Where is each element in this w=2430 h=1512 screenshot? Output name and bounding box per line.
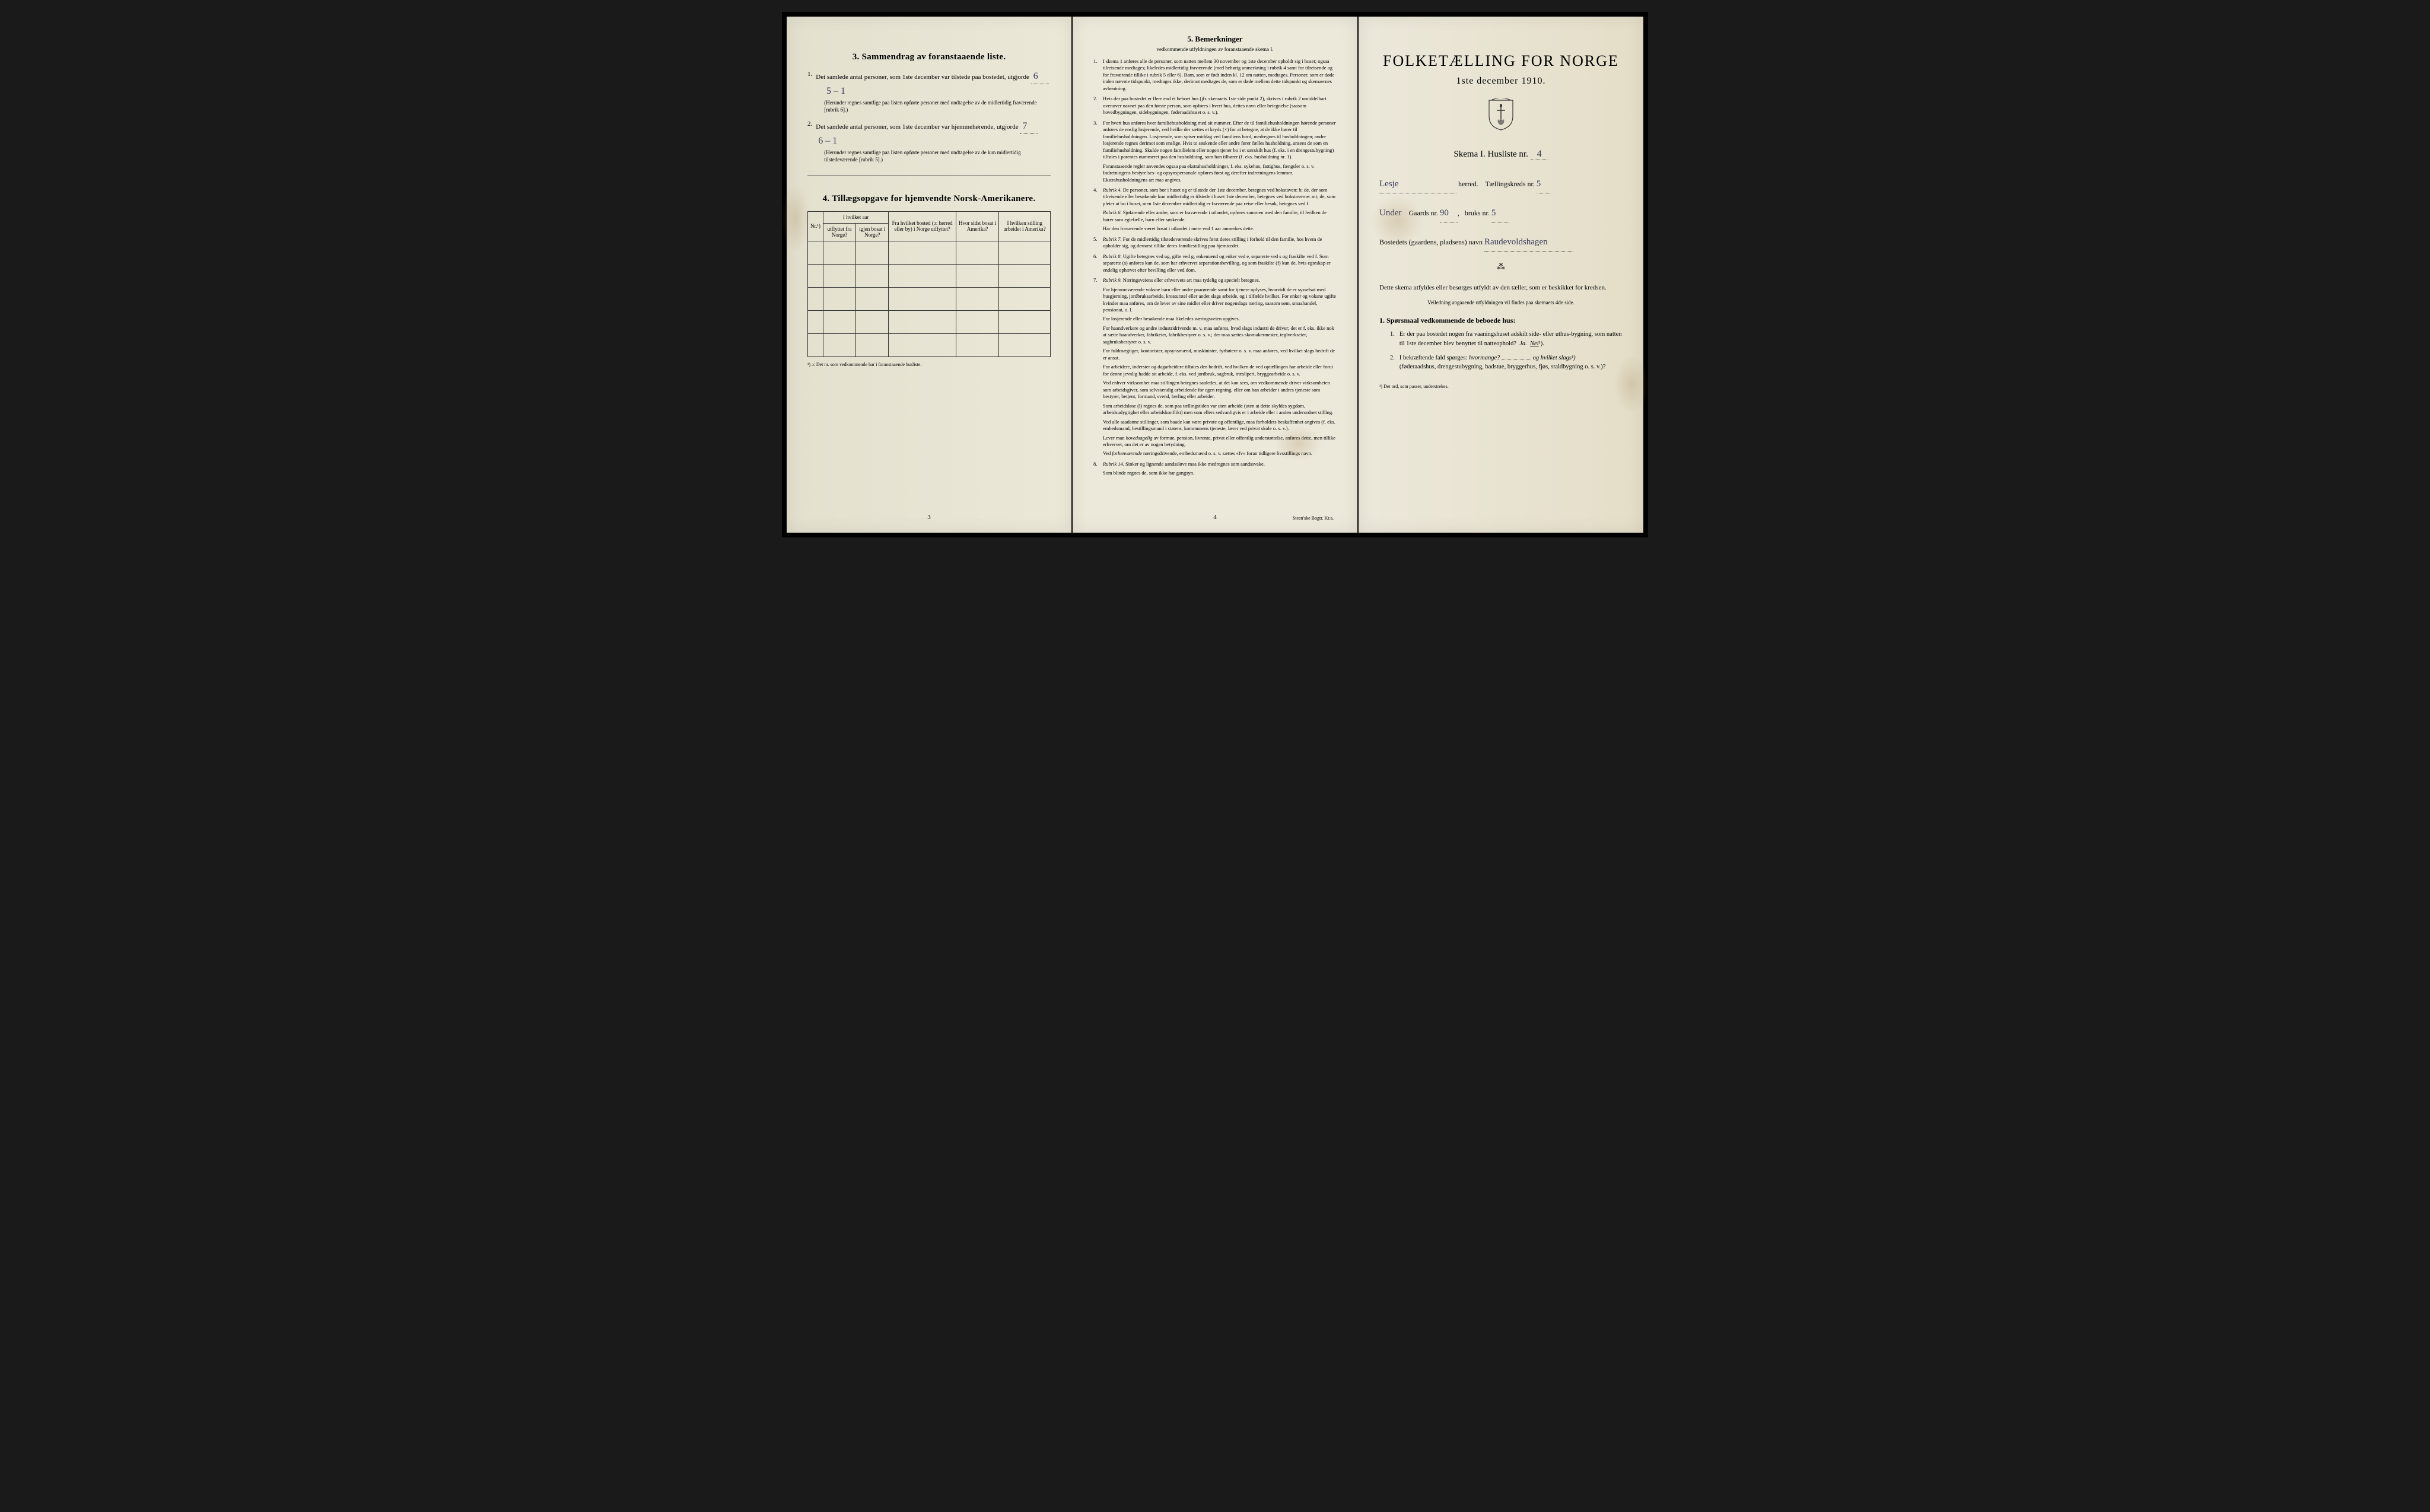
summary-item-2: 2. Det samlede antal personer, som 1ste … bbox=[807, 119, 1051, 163]
flourish-icon: ⁂ bbox=[1379, 262, 1623, 272]
instruction-main: Dette skema utfyldes eller besørges utfy… bbox=[1379, 283, 1623, 293]
main-subtitle: 1ste december 1910. bbox=[1379, 76, 1623, 87]
section-5-sub: vedkommende utfyldningen av foranstaaend… bbox=[1093, 46, 1337, 52]
remark-item: 3.For hvert hus anføres hver familiehush… bbox=[1093, 120, 1337, 183]
page3-footnote: ¹) Det ord, som passer, understrekes. bbox=[1379, 384, 1623, 389]
question-1: 1. Er der paa bostedet nogen fra vaaning… bbox=[1390, 330, 1623, 349]
item1-value-b: 5 – 1 bbox=[824, 84, 848, 98]
section-5-heading: 5. Bemerkninger bbox=[1093, 34, 1337, 44]
gaard-nr: 90 bbox=[1440, 208, 1449, 218]
th-hvor: Hvor sidst bosat i Amerika? bbox=[956, 211, 999, 241]
question-heading: 1. Spørsmaal vedkommende de beboede hus: bbox=[1379, 316, 1623, 325]
skema-line: Skema I. Husliste nr. 4 bbox=[1379, 149, 1623, 160]
americans-table: Nr.¹) I hvilket aar Fra hvilket bosted (… bbox=[807, 211, 1051, 357]
table-footnote: ¹) ɔ: Det nr. som vedkommende har i fora… bbox=[807, 362, 1051, 367]
item2-note: (Herunder regnes samtlige paa listen opf… bbox=[824, 149, 1051, 163]
kreds-nr: 5 bbox=[1537, 179, 1541, 189]
table-row bbox=[808, 241, 1051, 265]
bosted-line: Bostedets (gaardens, pladsens) navn Raud… bbox=[1379, 233, 1623, 252]
th-bosat: igjen bosat i Norge? bbox=[856, 223, 889, 241]
section-3-heading: 3. Sammendrag av foranstaaende liste. bbox=[807, 52, 1051, 62]
page-middle: 5. Bemerkninger vedkommende utfyldningen… bbox=[1073, 17, 1357, 533]
section-4-heading: 4. Tillægsopgave for hjemvendte Norsk-Am… bbox=[807, 194, 1051, 204]
instruction-sub: Veiledning angaaende utfyldningen vil fi… bbox=[1379, 299, 1623, 307]
gaard-line: Under Gaards nr. 90, bruks nr. 5 bbox=[1379, 204, 1623, 222]
table-row bbox=[808, 334, 1051, 357]
page-left: 3. Sammendrag av foranstaaende liste. 1.… bbox=[787, 17, 1071, 533]
item2-value-b: 6 – 1 bbox=[816, 134, 839, 148]
main-title: FOLKETÆLLING FOR NORGE bbox=[1379, 52, 1623, 70]
herred-name: Lesje bbox=[1379, 179, 1398, 189]
remark-item: 2.Hvis der paa bostedet er flere end ét … bbox=[1093, 96, 1337, 116]
th-stilling: I hvilken stilling arbeidet i Amerika? bbox=[999, 211, 1051, 241]
item2-value-a: 7 bbox=[1020, 119, 1029, 133]
th-year: I hvilket aar bbox=[823, 211, 889, 223]
bruks-nr: 5 bbox=[1491, 208, 1496, 218]
item1-value-a: 6 bbox=[1031, 69, 1041, 84]
item1-note: (Herunder regnes samtlige paa listen opf… bbox=[824, 100, 1051, 113]
nei-underlined: Nei bbox=[1530, 340, 1539, 347]
question-2: 2. I bekræftende fald spørges: hvormange… bbox=[1390, 354, 1623, 373]
summary-item-1: 1. Det samlede antal personer, som 1ste … bbox=[807, 69, 1051, 113]
remark-item: 5.Rubrik 7. For de midlertidig tilstedev… bbox=[1093, 236, 1337, 250]
remark-item: 7.Rubrik 9. Næringsveiens eller erhverve… bbox=[1093, 277, 1337, 457]
remark-item: 4.Rubrik 4. De personer, som bor i huset… bbox=[1093, 187, 1337, 233]
remark-item: 1.I skema 1 anføres alle de personer, so… bbox=[1093, 58, 1337, 92]
husliste-nr: 4 bbox=[1535, 149, 1544, 160]
coat-of-arms-icon bbox=[1379, 98, 1623, 134]
herred-line: Lesje herred. Tællingskreds nr. 5 bbox=[1379, 175, 1623, 193]
page-number: 3 bbox=[787, 514, 1071, 521]
remark-item: 6.Rubrik 8. Ugifte betegnes ved ug, gift… bbox=[1093, 253, 1337, 273]
bosted-name: Raudevoldshagen bbox=[1484, 237, 1548, 247]
remark-item: 8.Rubrik 14. Sinker og lignende aandsslø… bbox=[1093, 461, 1337, 477]
th-fra: Fra hvilket bosted (ɔ: herred eller by) … bbox=[889, 211, 956, 241]
table-row bbox=[808, 311, 1051, 334]
th-utflyttet: utflyttet fra Norge? bbox=[823, 223, 855, 241]
th-nr: Nr.¹) bbox=[808, 211, 823, 241]
under-hw: Under bbox=[1379, 208, 1402, 218]
document-tri-fold: 3. Sammendrag av foranstaaende liste. 1.… bbox=[782, 12, 1648, 537]
remarks-list: 1.I skema 1 anføres alle de personer, so… bbox=[1093, 58, 1337, 477]
printer-note: Steen'ske Bogtr. Kr.a. bbox=[1293, 515, 1334, 521]
page-right: FOLKETÆLLING FOR NORGE 1ste december 191… bbox=[1359, 17, 1643, 533]
table-row bbox=[808, 288, 1051, 311]
table-row bbox=[808, 265, 1051, 288]
